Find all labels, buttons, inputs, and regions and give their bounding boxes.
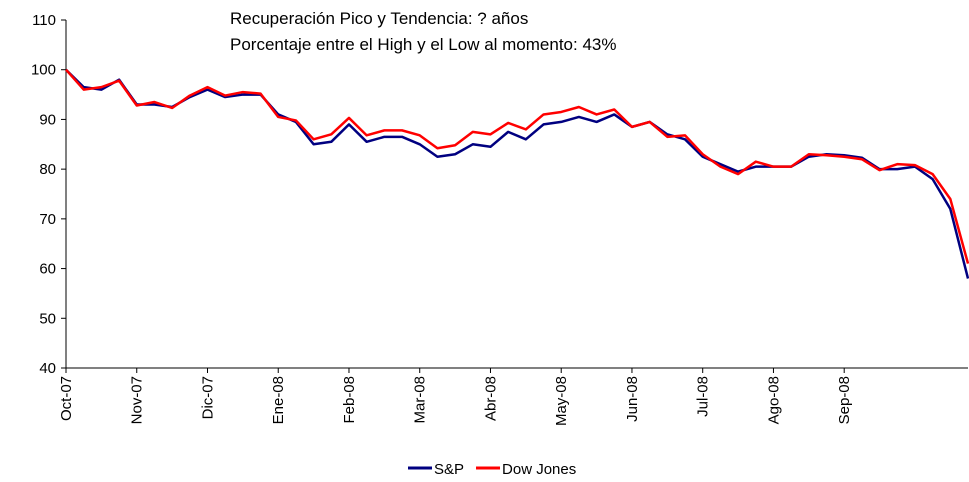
x-tick-label: Jul-08: [695, 376, 712, 417]
x-tick-label: Ago-08: [765, 376, 782, 424]
x-tick-label: Ene-08: [270, 376, 287, 424]
x-tick-label: May-08: [553, 376, 570, 426]
x-tick-label: Oct-07: [58, 376, 75, 421]
series-line: [65, 68, 969, 264]
x-tick-label: Sep-08: [836, 376, 853, 424]
y-tick-label: 40: [39, 360, 56, 377]
y-tick-label: 70: [39, 211, 56, 228]
series-line: [65, 68, 969, 279]
x-tick-label: Nov-07: [129, 376, 146, 424]
x-tick-label: Mar-08: [412, 376, 429, 424]
x-tick-label: Dic-07: [199, 376, 216, 419]
legend-label: Dow Jones: [502, 461, 576, 478]
y-tick-label: 110: [32, 12, 56, 29]
x-tick-label: Feb-08: [341, 376, 358, 424]
y-tick-label: 100: [31, 62, 56, 79]
chart-subtitle: Porcentaje entre el High y el Low al mom…: [230, 35, 616, 54]
y-tick-label: 90: [39, 111, 56, 128]
chart-title: Recuperación Pico y Tendencia: ? años: [230, 9, 528, 28]
legend-label: S&P: [434, 461, 464, 478]
y-tick-label: 80: [39, 161, 56, 178]
y-tick-label: 60: [39, 261, 56, 278]
x-tick-label: Abr-08: [482, 376, 499, 421]
y-tick-label: 50: [39, 310, 56, 327]
x-tick-label: Jun-08: [624, 376, 641, 422]
